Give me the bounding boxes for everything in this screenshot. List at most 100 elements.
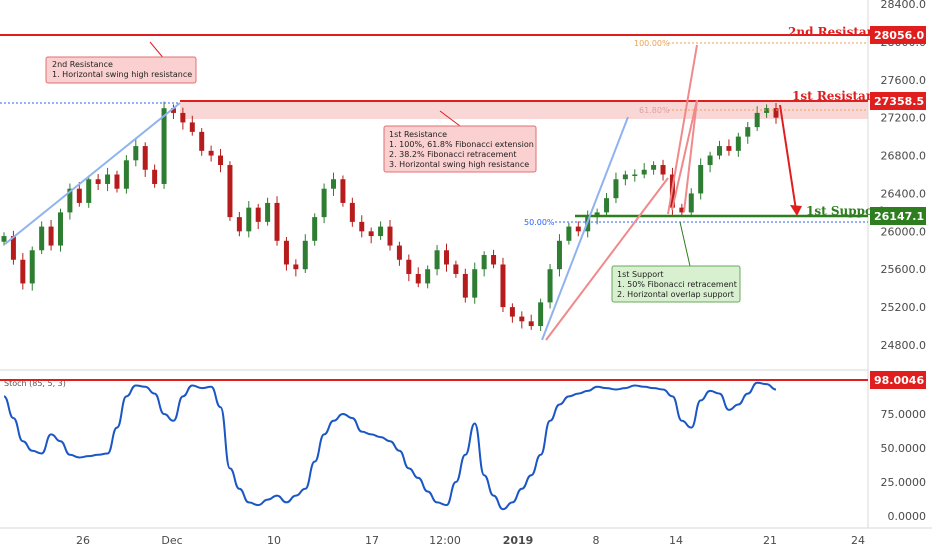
trend-line-blue-1	[4, 102, 181, 245]
time-tick-label: 21	[763, 534, 777, 547]
candle-body	[199, 131, 205, 151]
trend-line-red-1	[545, 177, 669, 341]
candle-body	[679, 207, 685, 213]
second-resistance-title: 2nd Resistance	[788, 25, 891, 39]
tag-first-resistance: 27358.5	[870, 92, 926, 110]
price-tick-label: 27600.0	[881, 74, 927, 87]
candle-body	[500, 264, 506, 308]
candle-body	[227, 165, 233, 218]
svg-text:26147.1: 26147.1	[874, 210, 924, 223]
candle-body	[622, 174, 628, 180]
candle-body	[95, 179, 101, 184]
ann-2r-line1: 2nd Resistance	[52, 60, 113, 69]
price-tick-label: 24800.0	[881, 339, 927, 352]
candle-body	[274, 202, 280, 241]
candle-body	[773, 108, 779, 118]
annotation-first-support: 1st Support 1. 50% Fibonacci retracement…	[611, 221, 741, 303]
fib-618-label: 61.80%	[639, 106, 670, 115]
candle-body	[528, 321, 534, 327]
stoch-tick-label: 0.0000	[888, 510, 927, 523]
time-axis: 26 Dec 10 17 12:00 2019 8 14 21 24	[76, 534, 865, 547]
candle-body	[133, 146, 139, 161]
ann-1s-line1: 1st Support	[617, 270, 664, 279]
time-tick-label: 24	[851, 534, 865, 547]
candle-body	[1, 236, 7, 242]
candle-body	[255, 207, 261, 222]
candle-body	[29, 250, 35, 284]
ann-1r-line3: 2. 38.2% Fibonacci retracement	[389, 150, 517, 159]
candle-body	[707, 155, 713, 166]
time-tick-label: 26	[76, 534, 90, 547]
candle-body	[443, 250, 449, 265]
tag-stoch: 98.0046	[870, 371, 926, 389]
candle-body	[604, 198, 610, 213]
candle-body	[283, 240, 289, 265]
time-tick-label: 10	[267, 534, 281, 547]
price-tick-label: 26800.0	[881, 150, 927, 163]
candle-body	[735, 136, 741, 151]
candle-body	[453, 264, 459, 274]
candle-body	[321, 188, 327, 218]
candle-body	[538, 302, 544, 327]
candle-body	[641, 169, 647, 175]
candle-body	[688, 193, 694, 213]
time-tick-label: 17	[365, 534, 379, 547]
candle-body	[613, 179, 619, 199]
time-tick-label: 2019	[503, 534, 534, 547]
price-tick-label: 25600.0	[881, 263, 927, 276]
candle-body	[764, 108, 770, 113]
candle-body	[547, 269, 553, 303]
candle-body	[57, 212, 63, 246]
candle-body	[415, 273, 421, 284]
candle-body	[698, 165, 704, 194]
candle-body	[39, 226, 45, 251]
candle-body	[575, 226, 581, 232]
candle-body	[161, 108, 167, 184]
candlestick-series	[1, 101, 779, 331]
candle-body	[556, 240, 562, 270]
annotation-second-resistance: 2nd Resistance 1. Horizontal swing high …	[45, 41, 197, 84]
candle-body	[434, 250, 440, 270]
candle-body	[368, 231, 374, 237]
first-resistance-title: 1st Resistance	[792, 89, 890, 103]
candle-body	[20, 259, 26, 284]
candle-body	[472, 269, 478, 298]
candle-body	[246, 207, 252, 232]
drop-arrow-shaft	[779, 104, 797, 211]
candle-body	[170, 108, 176, 113]
candle-body	[566, 226, 572, 241]
candle-body	[76, 188, 82, 203]
candle-body	[425, 269, 431, 284]
candle-body	[123, 160, 129, 189]
price-tick-label: 26000.0	[881, 225, 927, 238]
ann-2r-line2: 1. Horizontal swing high resistance	[52, 70, 192, 79]
candle-body	[10, 236, 16, 260]
candle-body	[48, 226, 54, 246]
stoch-tick-label: 50.0000	[881, 442, 927, 455]
candle-body	[67, 188, 73, 213]
candle-body	[754, 112, 760, 128]
ann-1s-line2: 1. 50% Fibonacci retracement	[617, 280, 737, 289]
trend-line-blue-2	[541, 116, 629, 341]
tag-first-support: 26147.1	[870, 207, 926, 225]
candle-body	[114, 174, 120, 189]
stoch-tick-label: 75.0000	[881, 408, 927, 421]
candle-body	[265, 202, 271, 222]
price-pane	[0, 0, 868, 368]
time-tick-label: 8	[593, 534, 600, 547]
candle-body	[396, 245, 402, 260]
candle-body	[331, 179, 337, 189]
svg-text:98.0046: 98.0046	[874, 374, 924, 387]
ann-1s-line3: 2. Horizontal overlap support	[617, 290, 734, 299]
projection-line-red-1	[667, 44, 698, 215]
candle-body	[302, 240, 308, 270]
candle-body	[180, 112, 186, 123]
projection-line-red-3	[683, 99, 698, 213]
candle-body	[349, 202, 355, 222]
projection-line-red-2	[671, 99, 698, 211]
tag-second-resistance: 28056.0	[870, 26, 926, 44]
stoch-series-line	[3, 381, 777, 511]
price-axis: 28400.028000.027600.027200.026800.026400…	[881, 0, 927, 352]
candle-body	[481, 255, 487, 270]
candle-body	[86, 179, 92, 203]
